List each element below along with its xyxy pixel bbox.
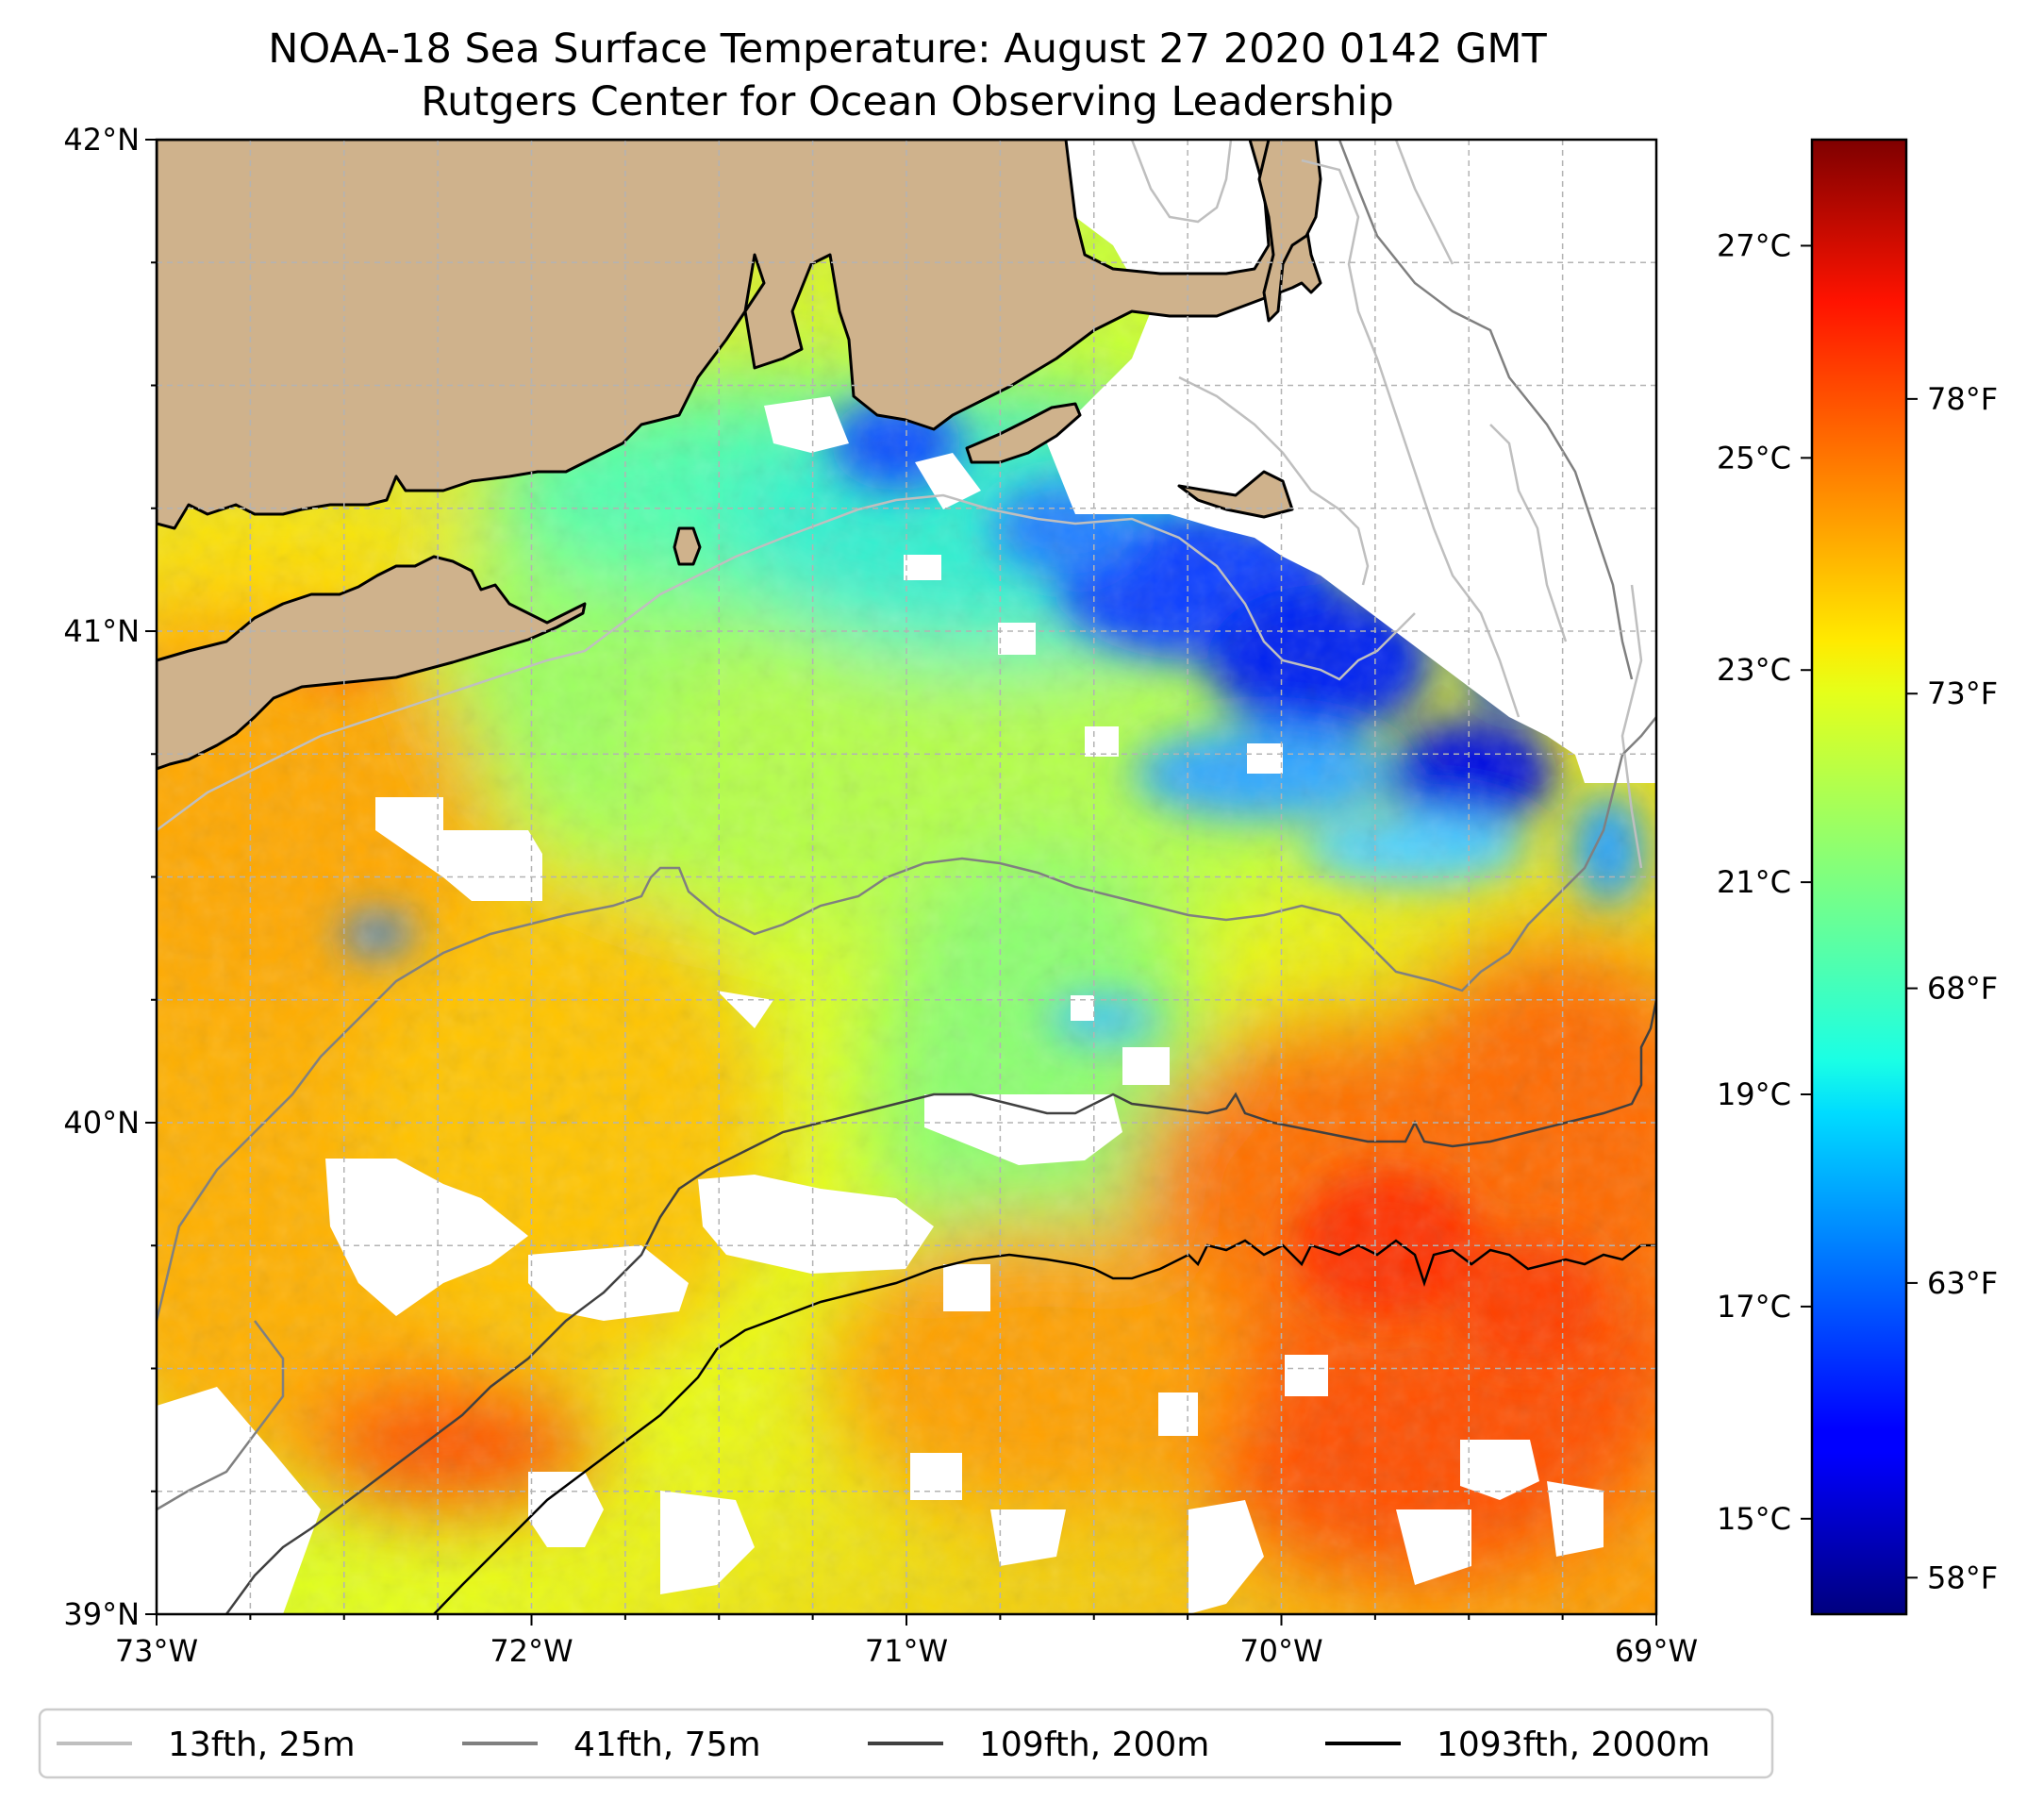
celsius-tick-label: 21°C bbox=[1717, 864, 1791, 900]
lat-tick-label: 40°N bbox=[63, 1105, 140, 1141]
contour-2000m bbox=[433, 1239, 1656, 1614]
chart-subtitle: Rutgers Center for Ocean Observing Leade… bbox=[421, 78, 1394, 125]
celsius-tick-label: 17°C bbox=[1717, 1289, 1791, 1325]
legend-item: 1093fth, 2000m bbox=[1325, 1726, 1710, 1764]
legend-label: 41fth, 75m bbox=[573, 1726, 761, 1764]
legend-item: 41fth, 75m bbox=[462, 1726, 761, 1764]
contour-25m bbox=[157, 140, 1643, 869]
gridlines bbox=[157, 140, 1656, 1614]
colorbar-ticks: 27°C 25°C 23°C 21°C 19°C 17°C 15°C 78°F 73°F 68°F… bbox=[1717, 227, 1998, 1595]
lat-tick-label: 42°N bbox=[63, 122, 140, 158]
celsius-tick-label: 15°C bbox=[1717, 1501, 1791, 1537]
legend: 13fth, 25m 41fth, 75m 109fth, 200m 1093fth,… bbox=[38, 1708, 1774, 1779]
bathymetry-contours bbox=[157, 140, 1656, 1614]
legend-label: 1093fth, 2000m bbox=[1437, 1726, 1710, 1764]
lon-tick-label: 72°W bbox=[490, 1633, 573, 1669]
lon-tick-label: 73°W bbox=[115, 1633, 198, 1669]
fahrenheit-tick-label: 58°F bbox=[1927, 1559, 1998, 1595]
legend-label: 109fth, 200m bbox=[979, 1726, 1209, 1764]
chart-title: NOAA-18 Sea Surface Temperature: August … bbox=[268, 25, 1547, 73]
legend-item: 13fth, 25m bbox=[57, 1726, 356, 1764]
legend-item: 109fth, 200m bbox=[868, 1726, 1209, 1764]
contour-200m bbox=[224, 999, 1656, 1614]
celsius-tick-label: 23°C bbox=[1717, 652, 1791, 688]
fahrenheit-tick-label: 78°F bbox=[1927, 381, 1998, 417]
map-panel bbox=[157, 140, 1656, 1614]
colorbar-gradient bbox=[1812, 140, 1906, 1614]
lon-tick-label: 71°W bbox=[865, 1633, 948, 1669]
fahrenheit-tick-label: 68°F bbox=[1927, 971, 1998, 1007]
land-masses bbox=[157, 140, 1322, 771]
celsius-tick-label: 27°C bbox=[1717, 227, 1791, 263]
lat-tick-label: 39°N bbox=[63, 1596, 140, 1632]
fahrenheit-tick-label: 73°F bbox=[1927, 675, 1998, 711]
celsius-tick-label: 25°C bbox=[1717, 440, 1791, 475]
legend-label: 13fth, 25m bbox=[168, 1726, 356, 1764]
lat-tick-label: 41°N bbox=[63, 613, 140, 649]
lon-tick-label: 70°W bbox=[1239, 1633, 1322, 1669]
map-axis-ticks: 42°N 41°N 40°N 39°N73°W 72°W 71°W 70°W 69°W bbox=[63, 122, 1698, 1669]
colorbar-frame bbox=[1810, 138, 1908, 1616]
celsius-tick-label: 19°C bbox=[1717, 1076, 1791, 1112]
colorbar: 27°C 25°C 23°C 21°C 19°C 17°C 15°C 78°F 73°F 68°F… bbox=[1717, 138, 1998, 1616]
fahrenheit-tick-label: 63°F bbox=[1927, 1265, 1998, 1301]
lon-tick-label: 69°W bbox=[1615, 1633, 1698, 1669]
